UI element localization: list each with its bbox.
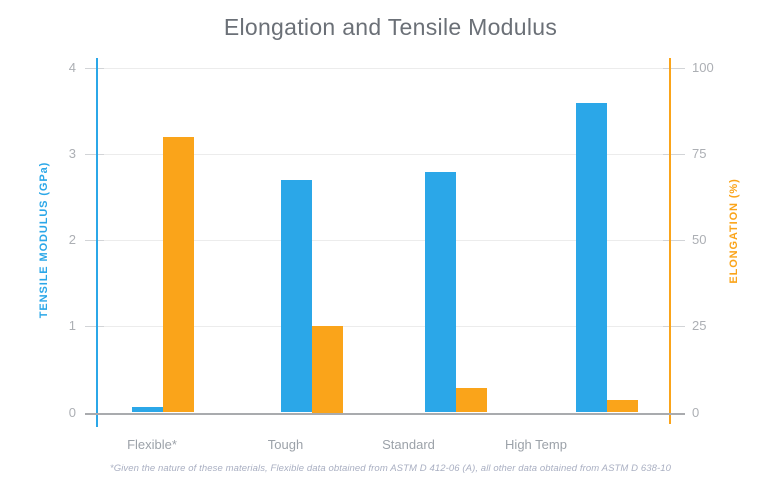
right-tick-mark xyxy=(663,153,685,156)
gridline xyxy=(97,67,670,69)
chart-title: Elongation and Tensile Modulus xyxy=(223,14,558,40)
bar-elongation xyxy=(606,400,638,413)
gridline xyxy=(97,153,670,156)
left-tick-mark xyxy=(85,239,104,242)
right-tick-label: 100 xyxy=(692,60,714,76)
left-axis-line xyxy=(96,58,98,427)
bar-elongation xyxy=(311,326,343,413)
gridline xyxy=(97,239,670,242)
right-tick-mark xyxy=(663,67,685,69)
right-tick-label: 75 xyxy=(692,146,707,162)
gridline xyxy=(97,325,670,328)
left-tick-mark xyxy=(85,67,104,69)
bar-elongation xyxy=(456,388,487,413)
bar-tensile-modulus xyxy=(575,102,607,413)
bar-tensile-modulus xyxy=(280,180,312,413)
category-label: Flexible* xyxy=(127,437,177,452)
x-axis-line xyxy=(85,412,685,415)
left-tick-mark xyxy=(85,153,104,156)
category-label: High Temp xyxy=(505,437,567,452)
left-tick-label: 0 xyxy=(68,404,76,420)
chart-footnote: *Given the nature of these materials, Fl… xyxy=(109,463,672,474)
left-tick-label: 4 xyxy=(68,60,76,76)
category-label: Tough xyxy=(267,437,304,452)
right-axis-title: ELONGATION (%) xyxy=(728,178,740,284)
right-tick-mark xyxy=(663,239,685,242)
left-tick-label: 3 xyxy=(68,146,76,162)
bar-elongation xyxy=(163,137,195,413)
right-tick-label: 25 xyxy=(692,318,707,334)
right-axis-line xyxy=(669,58,671,424)
right-tick-mark xyxy=(663,325,685,328)
right-tick-label: 0 xyxy=(692,404,700,420)
right-tick-label: 50 xyxy=(692,232,707,248)
category-label: Standard xyxy=(382,437,435,452)
left-tick-label: 2 xyxy=(68,232,76,248)
left-tick-label: 1 xyxy=(68,318,76,334)
bar-tensile-modulus xyxy=(132,407,164,413)
left-tick-mark xyxy=(85,325,104,328)
bar-tensile-modulus xyxy=(425,171,456,413)
